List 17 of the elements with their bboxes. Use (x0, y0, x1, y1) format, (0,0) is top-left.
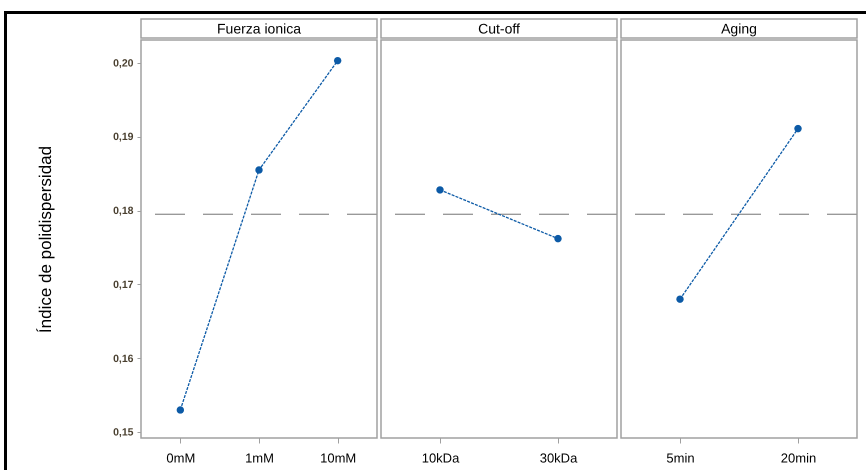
x-tick-label: 10mM (320, 450, 356, 466)
chart-title: Fuerza ionica (216, 20, 302, 36)
x-tick-label: 10kDa (422, 450, 460, 466)
y-tick-label: 0,20 (113, 57, 134, 70)
x-tick-label: 20min (780, 450, 816, 466)
y-tick-label: 0,16 (113, 352, 134, 365)
y-axis-title: Índice de polidispersidad (36, 146, 56, 334)
x-tick-label: 5min (666, 450, 695, 466)
x-tick-label: 30kDa (540, 450, 578, 466)
chart-title: Aging (721, 20, 757, 36)
x-tick-label: 0mM (166, 450, 196, 466)
y-tick-label: 0,15 (113, 426, 134, 439)
y-tick-label: 0,17 (113, 278, 134, 291)
y-tick-label: 0,18 (113, 205, 134, 218)
x-tick-label: 1mM (245, 450, 274, 466)
chart-title: Cut-off (478, 20, 520, 36)
y-tick-label: 0,19 (113, 131, 134, 144)
